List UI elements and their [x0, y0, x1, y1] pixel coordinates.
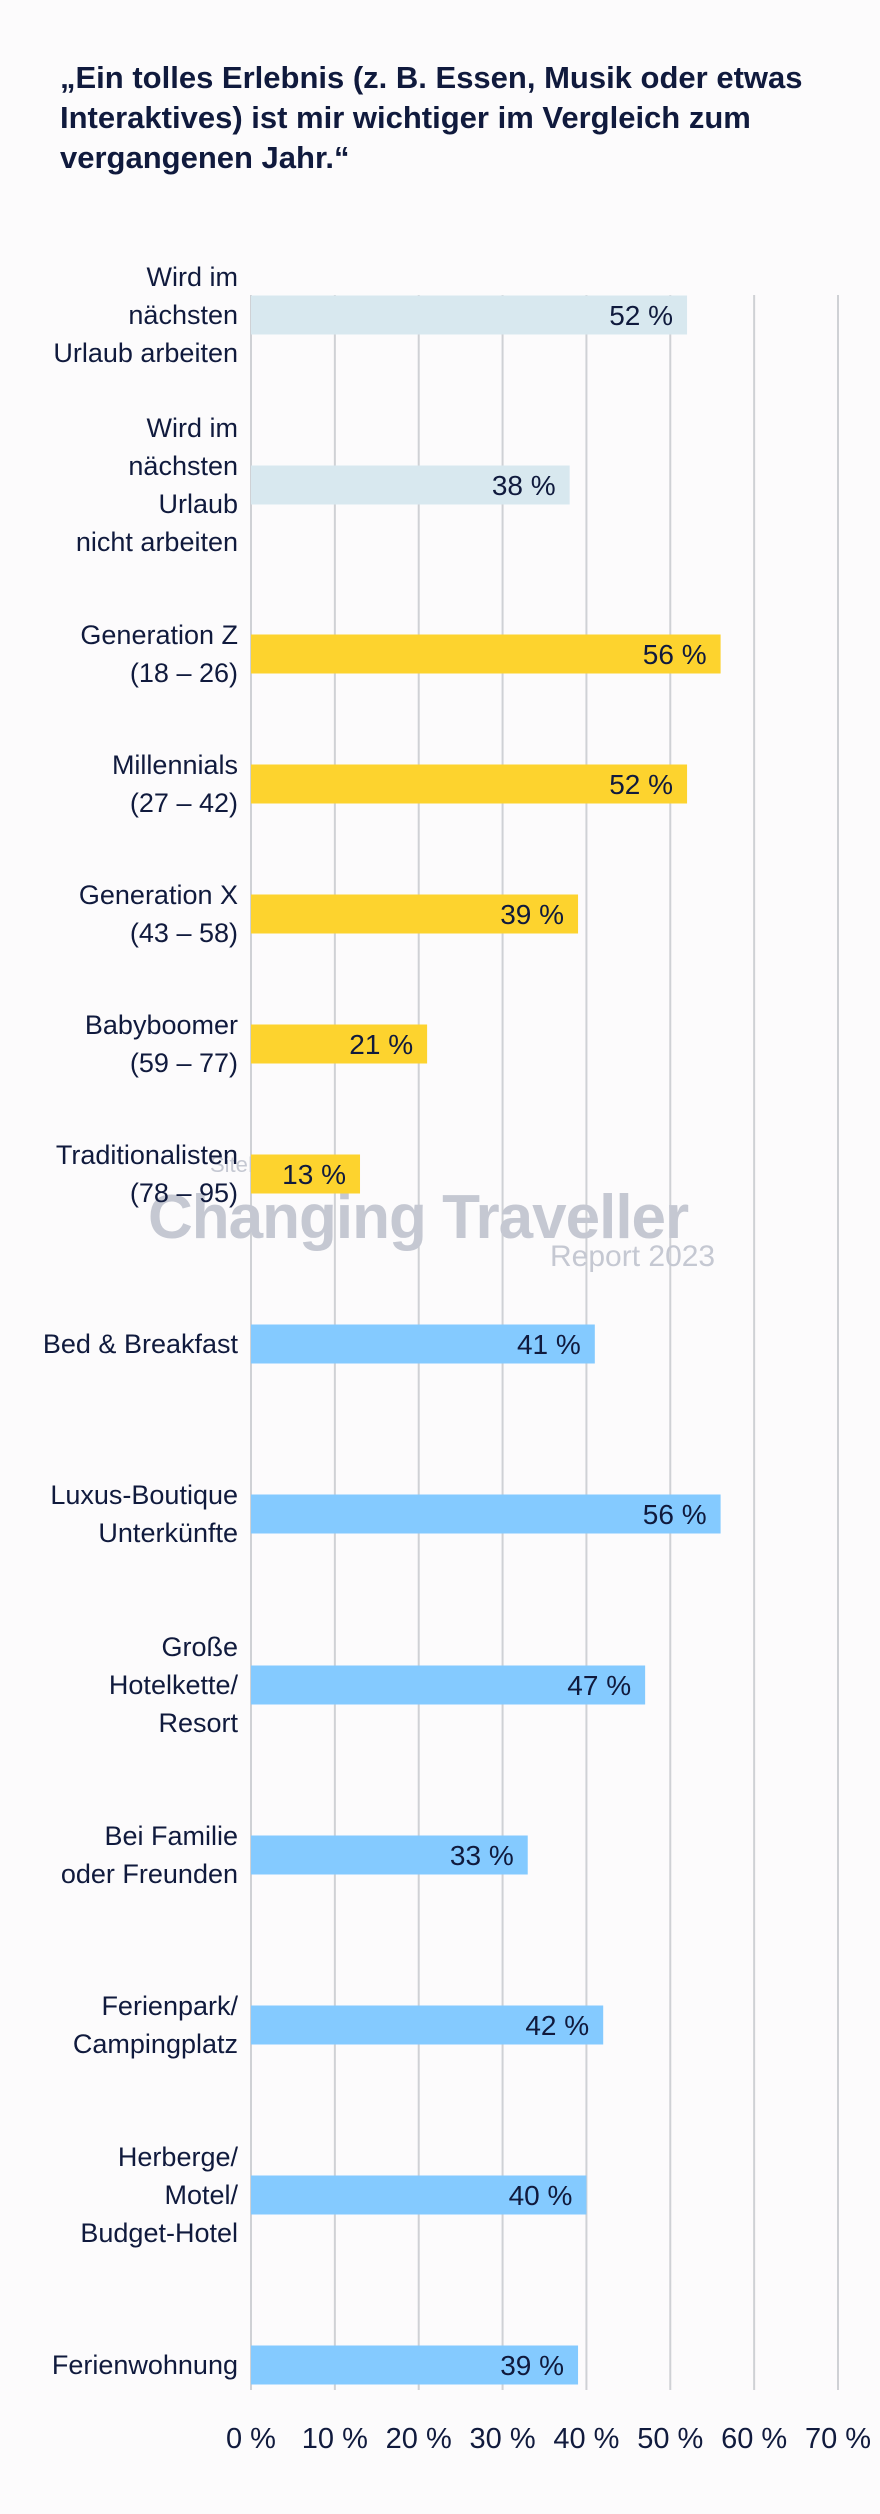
category-label: Ferienpark/ [101, 1991, 238, 2021]
category-label: Millennials [112, 750, 238, 780]
bar [251, 764, 688, 804]
category-label: nächsten [128, 451, 238, 481]
bar [251, 634, 721, 674]
category-label: oder Freunden [61, 1859, 238, 1889]
bar-value-label: 56 % [643, 639, 707, 670]
watermark-title: Changing Traveller [148, 1183, 689, 1252]
x-tick-label: 40 % [553, 2423, 619, 2455]
bar-value-label: 56 % [643, 1499, 707, 1530]
category-label: Bed & Breakfast [43, 1329, 239, 1359]
bar-value-label: 42 % [525, 2010, 589, 2041]
bar [251, 295, 688, 335]
bar-value-label: 52 % [609, 769, 673, 800]
category-label: Bei Familie [104, 1821, 238, 1851]
x-tick-label: 0 % [226, 2423, 276, 2455]
bar [251, 2175, 587, 2215]
bar-value-label: 52 % [609, 300, 673, 331]
category-label: (78 – 95) [130, 1178, 238, 1208]
bar-value-label: 33 % [450, 1840, 514, 1871]
category-label: Urlaub arbeiten [53, 338, 238, 368]
bar [251, 894, 579, 934]
category-label: Wird im [147, 262, 238, 292]
bar-value-label: 40 % [509, 2180, 573, 2211]
x-axis-ticks: 0 % 10 % 20 % 30 % 40 % 50 % 60 % 70 % [226, 2423, 871, 2455]
category-label: (59 – 77) [130, 1048, 238, 1078]
bar [251, 1494, 721, 1534]
category-label: nicht arbeiten [76, 527, 238, 557]
x-tick-label: 60 % [721, 2423, 787, 2455]
x-tick-label: 20 % [386, 2423, 452, 2455]
bars: 52 % 38 % 56 % 52 % 39 % 21 % 13 % 41 % 56 % 47 %… [251, 295, 721, 2385]
category-label: Wird im [147, 413, 238, 443]
category-label: (18 – 26) [130, 658, 238, 688]
category-label: Budget-Hotel [80, 2218, 238, 2248]
bar [251, 1835, 528, 1875]
bar-value-label: 39 % [500, 2350, 564, 2381]
x-tick-label: 50 % [637, 2423, 703, 2455]
category-label: Traditionalisten [56, 1140, 238, 1170]
bar-value-label: 38 % [492, 470, 556, 501]
watermark-subtitle: Report 2023 [550, 1240, 715, 1273]
bar [251, 1024, 428, 1064]
category-label: Babyboomer [85, 1010, 238, 1040]
bar [251, 1154, 361, 1194]
category-label: (27 – 42) [130, 788, 238, 818]
category-labels: Wird im nächsten Urlaub arbeiten Wird im näc… [43, 262, 239, 2380]
category-label: Hotelkette/ [109, 1670, 239, 1700]
category-label: nächsten [128, 300, 238, 330]
category-label: Ferienwohnung [52, 2350, 238, 2380]
bar [251, 1665, 646, 1705]
bar-value-label: 39 % [500, 899, 564, 930]
category-label: Große [161, 1632, 238, 1662]
category-label: Urlaub [158, 489, 238, 519]
x-tick-label: 10 % [302, 2423, 368, 2455]
category-label: Generation Z [80, 620, 238, 650]
x-tick-label: 30 % [470, 2423, 536, 2455]
bar [251, 2005, 604, 2045]
x-tick-label: 70 % [805, 2423, 871, 2455]
bar [251, 1324, 595, 1364]
bar [251, 2345, 579, 2385]
bar-value-label: 47 % [567, 1670, 631, 1701]
bar-value-label: 13 % [282, 1159, 346, 1190]
category-label: Campingplatz [73, 2029, 238, 2059]
category-label: (43 – 58) [130, 918, 238, 948]
category-label: Luxus-Boutique [50, 1480, 238, 1510]
bar [251, 465, 570, 505]
bar-value-label: 41 % [517, 1329, 581, 1360]
chart-title: „Ein tolles Erlebnis (z. B. Essen, Musik… [60, 60, 803, 175]
bar-value-label: 21 % [349, 1029, 413, 1060]
category-label: Unterkünfte [98, 1518, 238, 1548]
category-label: Herberge/ [118, 2142, 239, 2172]
category-label: Generation X [79, 880, 238, 910]
watermark: SiteMinder Changing Traveller Report 202… [148, 1152, 715, 1273]
category-label: Motel/ [164, 2180, 238, 2210]
category-label: Resort [158, 1708, 238, 1738]
